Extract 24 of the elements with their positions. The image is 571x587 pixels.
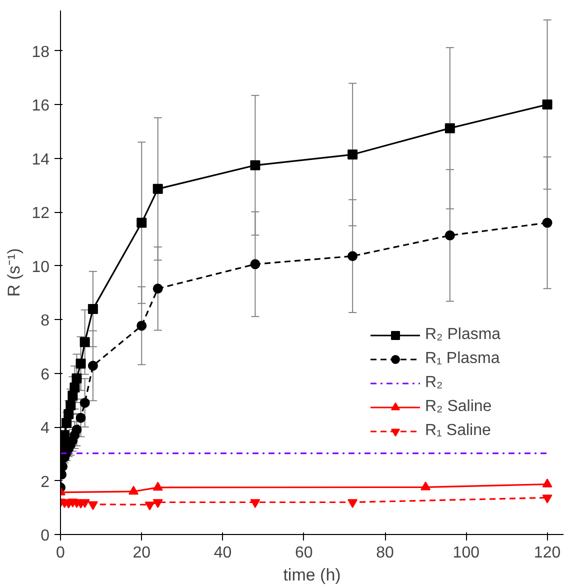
y-tick-label: 10 — [32, 258, 50, 276]
x-axis-title: time (h) — [283, 566, 341, 584]
y-tick-label: 18 — [32, 44, 50, 61]
legend-label: R₁ Plasma — [425, 350, 500, 368]
legend-label: R₂ Plasma — [425, 326, 501, 344]
x-tick-label: 0 — [56, 544, 66, 562]
x-tick-label: 60 — [294, 544, 313, 562]
y-tick-label: 8 — [40, 312, 50, 330]
x-tick-label: 40 — [214, 544, 232, 562]
y-tick-label: 2 — [40, 474, 50, 491]
y-tick-label: 0 — [40, 528, 50, 544]
y-tick-label: 4 — [40, 420, 50, 438]
legend-label: R₂ — [425, 374, 444, 392]
y-tick-label: 6 — [40, 366, 50, 384]
x-tick-label: 80 — [376, 544, 394, 562]
y-tick-label: 14 — [32, 151, 50, 168]
y-tick-label: 12 — [32, 205, 50, 222]
y-axis-title: R (s⁻¹) — [4, 248, 24, 297]
x-tick-label: 20 — [132, 544, 151, 562]
legend-label: R₂ Saline — [425, 398, 492, 416]
x-tick-label: 120 — [534, 544, 561, 562]
y-tick-label: 16 — [32, 98, 50, 115]
x-tick-label: 100 — [452, 544, 480, 562]
legend-label: R₁ Saline — [425, 422, 491, 440]
